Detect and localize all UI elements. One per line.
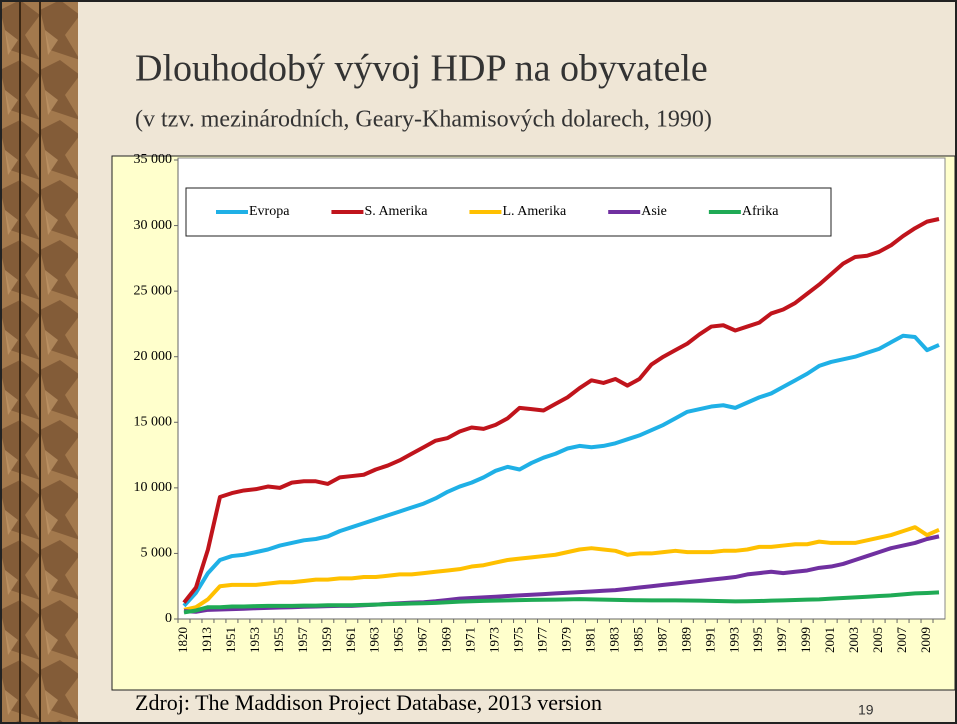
y-tick-label: 35 000	[134, 152, 173, 167]
y-tick-label: 10 000	[134, 480, 173, 495]
x-tick-label: 2003	[846, 627, 861, 653]
slide-title: Dlouhodobý vývoj HDP na obyvatele	[135, 48, 708, 90]
legend-label: Afrika	[742, 204, 779, 219]
x-tick-label: 1979	[558, 627, 573, 653]
x-tick-label: 1973	[487, 627, 502, 653]
x-tick-label: 1971	[463, 627, 478, 653]
x-tick-label: 1969	[439, 627, 454, 653]
source-note: Zdroj: The Maddison Project Database, 20…	[135, 690, 602, 715]
legend-label: Evropa	[249, 204, 290, 219]
x-tick-label: 1977	[535, 627, 550, 654]
x-tick-label: 1985	[630, 627, 645, 653]
x-tick-label: 1913	[199, 627, 214, 653]
x-tick-label: 1991	[702, 627, 717, 653]
legend-label: Asie	[641, 204, 667, 219]
x-tick-label: 1957	[295, 627, 310, 654]
x-tick-label: 1967	[415, 627, 430, 654]
x-tick-label: 1989	[678, 627, 693, 653]
x-tick-label: 1983	[606, 627, 621, 653]
x-tick-label: 1965	[391, 627, 406, 653]
x-tick-label: 1820	[175, 627, 190, 653]
x-tick-label: 1963	[367, 627, 382, 653]
x-tick-label: 1993	[726, 627, 741, 653]
x-tick-label: 2009	[918, 627, 933, 653]
x-tick-label: 1997	[774, 627, 789, 654]
x-tick-label: 1959	[319, 627, 334, 653]
x-tick-label: 1953	[247, 627, 262, 653]
x-tick-label: 1995	[750, 627, 765, 653]
slide-subtitle: (v tzv. mezinárodních, Geary-Khamisových…	[135, 107, 712, 133]
page-number: 19	[858, 702, 874, 718]
x-tick-label: 1955	[271, 627, 286, 653]
y-tick-label: 0	[165, 611, 172, 626]
slide: Dlouhodobý vývoj HDP na obyvatele (v tzv…	[0, 0, 957, 724]
y-tick-label: 5 000	[141, 546, 173, 561]
x-tick-label: 1975	[511, 627, 526, 653]
y-tick-label: 15 000	[134, 415, 173, 430]
x-tick-label: 2007	[894, 627, 909, 654]
legend-label: S. Amerika	[364, 204, 428, 219]
y-tick-label: 20 000	[134, 349, 173, 364]
x-tick-label: 1987	[654, 627, 669, 654]
x-tick-label: 1981	[582, 627, 597, 653]
x-tick-label: 1961	[343, 627, 358, 653]
y-tick-label: 25 000	[134, 283, 173, 298]
y-tick-label: 30 000	[134, 218, 173, 233]
legend-label: L. Amerika	[502, 204, 567, 219]
x-tick-label: 2005	[870, 627, 885, 653]
x-tick-label: 1951	[223, 627, 238, 653]
x-tick-label: 2001	[822, 627, 837, 653]
x-tick-label: 1999	[798, 627, 813, 653]
